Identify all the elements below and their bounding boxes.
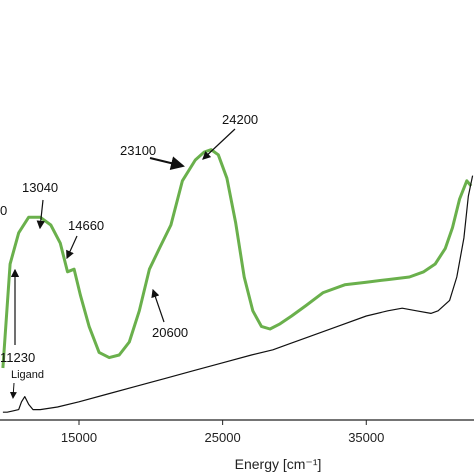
annotation-14660: 14660: [68, 218, 104, 233]
series-line-green: [1, 148, 473, 369]
annotation-13040: 13040: [22, 180, 58, 195]
arrow-13040: [36, 199, 45, 230]
x-tick-label-2: 35000: [348, 430, 384, 445]
arrow-ligand: [9, 382, 17, 399]
x-ticks: 15000 25000 35000: [61, 420, 384, 445]
arrow-23100: [149, 156, 185, 170]
arrow-24200: [202, 128, 236, 160]
arrow-20600: [151, 288, 165, 323]
annotation-ligand: Ligand: [11, 369, 44, 381]
arrow-14660: [66, 235, 78, 260]
annotation-23100: 23100: [120, 143, 156, 158]
annotation-24200: 24200: [222, 112, 258, 127]
annotation-0: 0: [0, 203, 7, 218]
annotation-20600: 20600: [152, 325, 188, 340]
x-tick-label-1: 25000: [205, 430, 241, 445]
x-axis-label: Energy [cm⁻¹]: [235, 456, 322, 472]
series-line-black: [2, 175, 474, 413]
annotations: 0 13040 14660 23100 24200 20600 11230 Li…: [0, 112, 258, 399]
annotation-11230: 11230: [0, 350, 35, 365]
x-tick-label-0: 15000: [61, 430, 97, 445]
